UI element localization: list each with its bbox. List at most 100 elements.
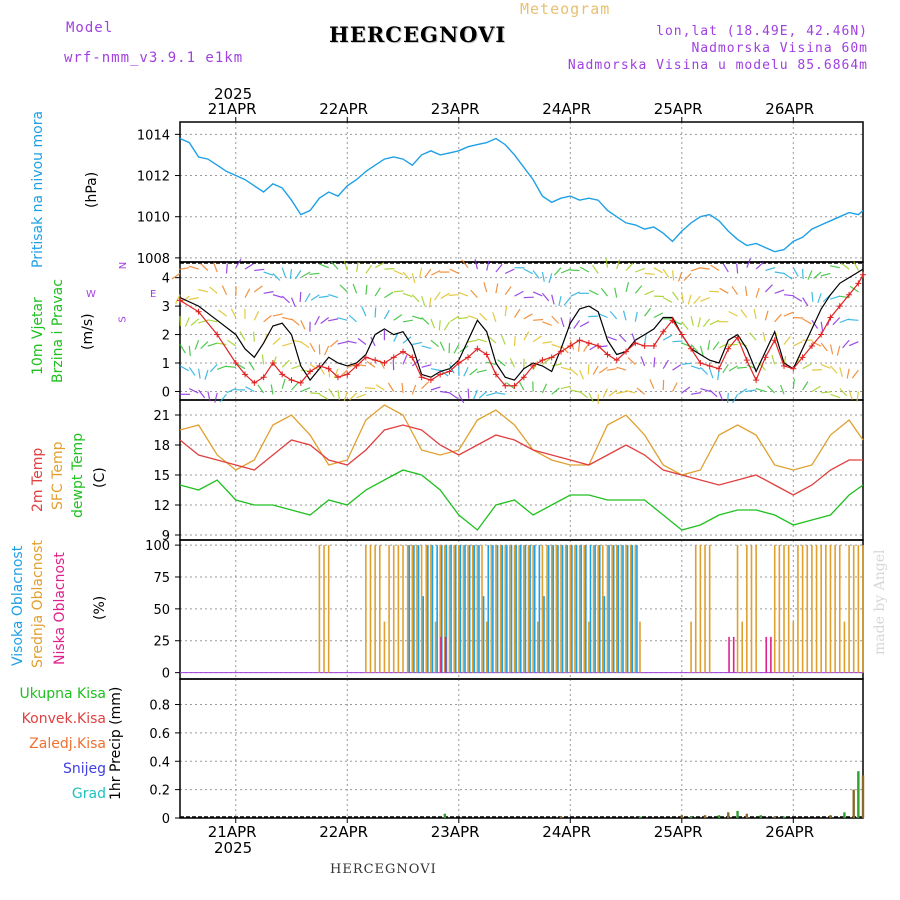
precip-bar (717, 815, 721, 818)
wind-vector (263, 315, 272, 323)
wind-vector (802, 381, 809, 391)
ytick-label: 2 (162, 329, 170, 344)
model-label: Model (66, 20, 114, 36)
day-label-bottom: 24APR (542, 823, 592, 841)
wind-vector (640, 356, 646, 367)
precip-bar (857, 771, 860, 818)
wind-vector (709, 389, 718, 398)
wind-vector (486, 260, 490, 271)
wind-vector (551, 294, 555, 305)
wind-gust-marker (836, 303, 843, 310)
wind-vector (411, 294, 420, 303)
wind-vector (188, 297, 199, 301)
wind-vector (792, 267, 799, 277)
wind-vector (749, 332, 757, 341)
lonlat-label: lon,lat (18.49E, 42.46N) (656, 24, 868, 39)
wind-vector (384, 291, 394, 299)
wind-vector (700, 297, 710, 302)
day-label-top: 22APR (319, 100, 369, 118)
wind-vector (300, 320, 306, 330)
wind-vector (190, 318, 199, 326)
wind-vector (783, 294, 795, 297)
wind-gust-marker (307, 368, 314, 375)
ytick-label: 21 (153, 409, 170, 424)
wind-vector (461, 259, 469, 269)
year-label-bottom: 2025 (214, 839, 253, 857)
precip-bar (727, 812, 730, 818)
wind-vector (421, 317, 430, 325)
wind-vector (697, 317, 701, 328)
wind-vector (440, 292, 450, 299)
wind-vector (727, 392, 729, 403)
wind-vector (653, 267, 663, 274)
wind-vector (412, 315, 423, 320)
wind-vector (204, 369, 209, 380)
wind-vector (600, 287, 608, 297)
wind-gust-marker (585, 340, 592, 347)
wind-vector (717, 370, 720, 381)
wind-vector (346, 363, 357, 368)
precip-bar (703, 815, 707, 818)
wind-vector (851, 369, 859, 379)
precip-bar (559, 816, 563, 818)
wind-vector (602, 388, 609, 398)
wind-vector (802, 363, 812, 370)
wind-vector (393, 314, 403, 321)
ytick-label: 9 (162, 529, 170, 544)
wind-vector (504, 268, 515, 274)
wind-vector (301, 271, 311, 278)
wind-vector (337, 317, 348, 321)
precip-bar (773, 816, 776, 818)
ytick-label: 0 (162, 812, 170, 827)
precip-bar (689, 816, 693, 818)
wind-vector (811, 291, 814, 302)
wind-vector (495, 392, 506, 395)
wind-vector (736, 366, 747, 369)
wind-vector (683, 272, 692, 281)
wind-vector (712, 341, 720, 351)
wind-vector (699, 366, 708, 375)
wind-vector (219, 393, 227, 403)
wind-gust-marker (520, 374, 527, 381)
wind-vector (551, 387, 560, 395)
wind-gust-marker (808, 342, 815, 349)
wind-vector (830, 365, 838, 374)
wind-gust-marker (297, 379, 304, 386)
ytick-label: 1008 (137, 252, 170, 267)
wind-vector (598, 313, 608, 319)
wind-gust-marker (474, 345, 481, 352)
wind-gust-marker (427, 377, 434, 384)
wind-vector (213, 262, 218, 273)
wind-vector (783, 311, 794, 317)
compass-e-label: E (150, 289, 157, 300)
wind-gust-marker (288, 377, 295, 384)
wind-vector (625, 389, 636, 394)
wind-vector (513, 335, 516, 346)
wind-speed-line (179, 268, 864, 382)
panel-frame (179, 121, 864, 263)
wind-vector (218, 309, 227, 317)
ytick-label: 0.8 (149, 699, 170, 714)
wind-vector (254, 268, 265, 272)
wind-gust-marker (715, 365, 722, 372)
wind-vector (792, 378, 795, 389)
ytick-label: 4 (162, 272, 170, 287)
wind-vector (291, 364, 302, 370)
wind-vector (463, 367, 469, 377)
wind-vector (693, 295, 701, 304)
wind-gust-marker (613, 357, 620, 364)
wind-vector (244, 263, 254, 270)
wind-vector (755, 261, 764, 270)
wind-vector (421, 364, 432, 368)
wind-vector (257, 384, 265, 394)
wind-vector (402, 271, 411, 280)
wind-vector (309, 272, 320, 275)
wind-vector (811, 341, 822, 347)
wind-vector (783, 272, 793, 280)
wind-vector (392, 360, 395, 371)
wind-vector (236, 363, 246, 370)
wind-gust-marker (409, 354, 416, 361)
wind-vector (817, 293, 822, 303)
wind-vector (755, 287, 760, 298)
